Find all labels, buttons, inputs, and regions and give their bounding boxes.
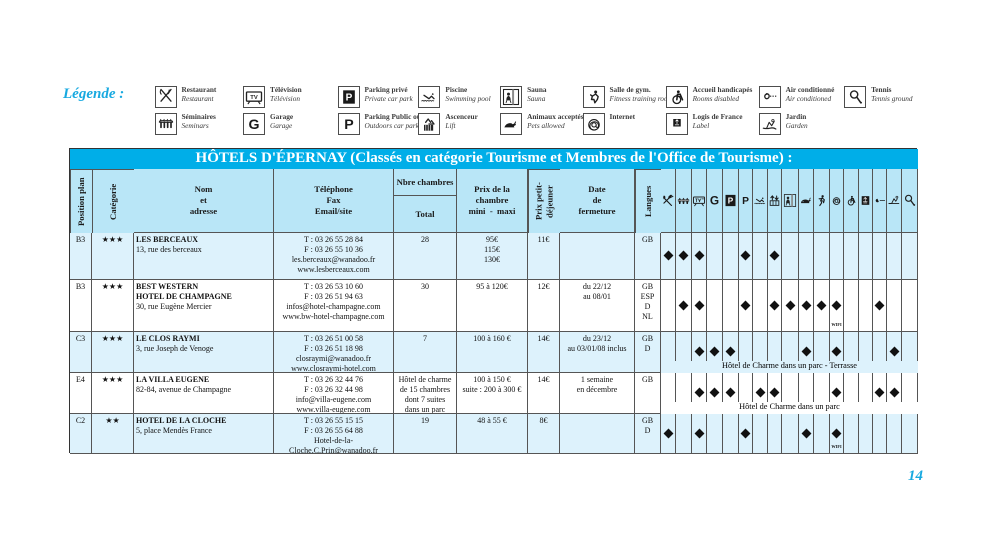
svg-text:G: G — [248, 117, 259, 133]
svg-text:P: P — [742, 196, 749, 207]
svg-text:P: P — [345, 92, 352, 103]
svg-text:TV: TV — [250, 95, 258, 101]
svg-text:P: P — [728, 197, 734, 206]
svg-text:P: P — [344, 117, 353, 133]
svg-text:G: G — [710, 193, 719, 207]
